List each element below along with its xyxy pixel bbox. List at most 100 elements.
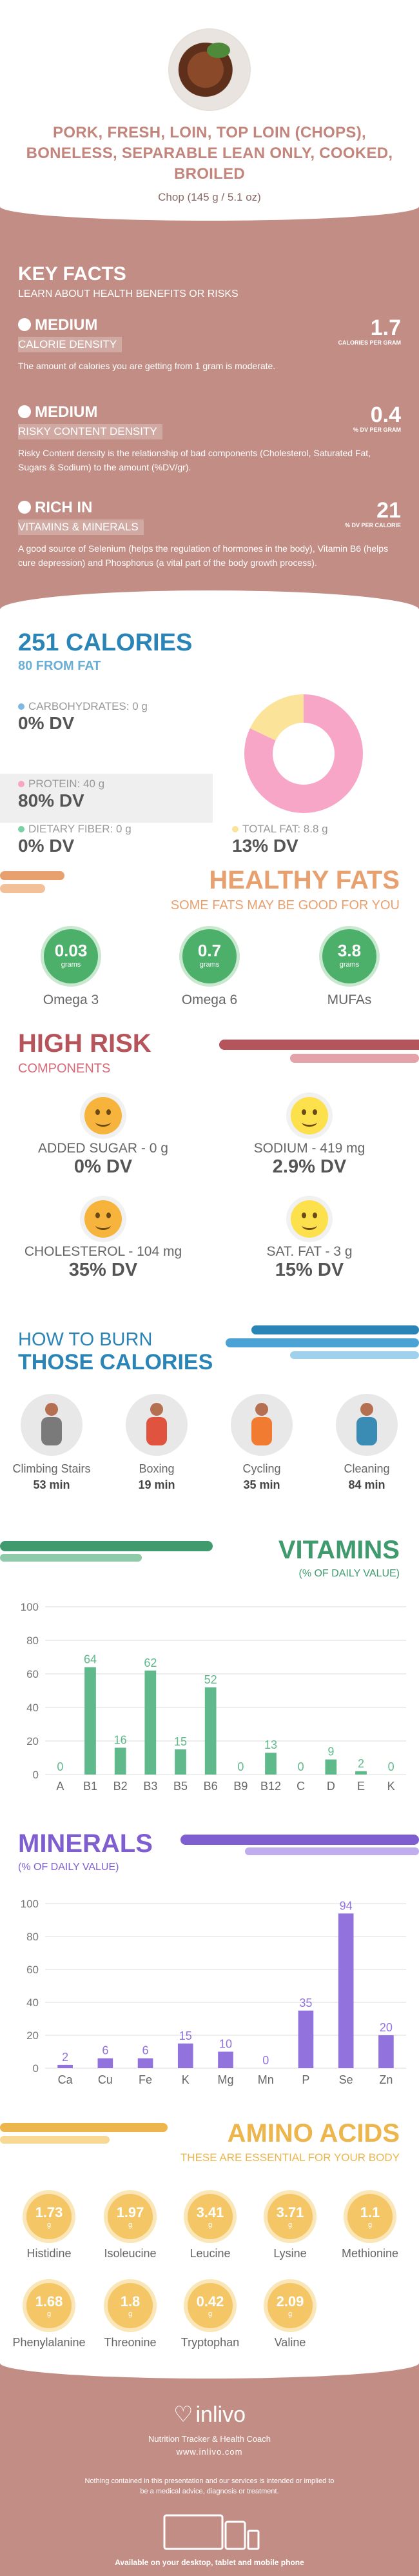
vitamin-value-label: 64 <box>84 1653 97 1666</box>
vitamin-category-label: C <box>297 1780 305 1793</box>
mineral-category-label: P <box>302 2073 309 2086</box>
minerals-title: MINERALS <box>18 1829 153 1858</box>
amino-circle: 1.8 g <box>108 2283 153 2328</box>
mineral-bar-Zn <box>378 2035 394 2068</box>
vitamin-ytick-label: 20 <box>26 1735 39 1747</box>
smiley-icon <box>84 1097 122 1134</box>
omega3-item: 0.03 grams Omega 3 <box>32 929 110 1008</box>
key-facts-section: KEY FACTS LEARN ABOUT HEALTH BENEFITS OR… <box>0 206 419 610</box>
boxing-name: Boxing <box>139 1462 175 1475</box>
amino-name: Lysine <box>273 2247 307 2260</box>
mineral-category-label: Fe <box>139 2073 152 2086</box>
amino-unit: g <box>367 2221 373 2229</box>
carbs-dv: 0% DV <box>18 713 75 733</box>
amino-value: 3.71 <box>276 2204 304 2220</box>
amino-circle: 1.1 g <box>347 2194 393 2239</box>
sat-fat-item: SAT. FAT - 3 g 15% DV <box>213 1200 406 1281</box>
mineral-category-label: Se <box>339 2073 353 2086</box>
high-risk-subtitle: COMPONENTS <box>18 1062 111 1076</box>
fiber-item: DIETARY FIBER: 0 g 0% DV <box>18 823 211 856</box>
vitamins-value: 21 <box>376 498 401 523</box>
cycling-name: Cycling <box>242 1462 281 1475</box>
healthy-fats-title: HEALTHY FATS <box>209 866 400 894</box>
fat-dot-icon <box>232 826 239 832</box>
mineral-value-label: 6 <box>142 2044 149 2057</box>
decor-stripes <box>0 871 64 893</box>
vitamin-ytick-label: 0 <box>33 1769 39 1781</box>
vitamin-category-label: B12 <box>260 1780 281 1793</box>
calorie-density-unit: CALORIES PER GRAM <box>338 339 401 346</box>
mineral-category-label: Mg <box>217 2073 233 2086</box>
amino-value: 1.73 <box>35 2204 63 2220</box>
carbs-dot-icon <box>18 703 24 710</box>
cleaning-item: Cleaning 84 min <box>318 1394 415 1492</box>
vitamin-value-label: 2 <box>358 1757 364 1770</box>
mineral-ytick-label: 0 <box>33 2062 39 2075</box>
added-sugar-dv: 0% DV <box>73 1156 133 1177</box>
vitamin-bar-B5 <box>175 1749 186 1775</box>
calories-section: 251 CALORIES 80 FROM FAT CARBOHYDRATES: … <box>0 610 419 858</box>
vitamin-bar-B6 <box>204 1687 217 1775</box>
amino-value: 3.41 <box>196 2204 224 2220</box>
mufas-value: 3.8 <box>337 941 362 960</box>
mineral-value-label: 10 <box>219 2038 232 2051</box>
amino-unit: g <box>287 2310 293 2318</box>
vitamin-category-label: D <box>327 1780 335 1793</box>
macro-donut-chart <box>244 694 363 813</box>
vitamins-title: VITAMINS <box>278 1536 400 1564</box>
amino-unit: g <box>208 2310 213 2318</box>
amino-circle: 1.97 g <box>108 2194 153 2239</box>
decor-stripes <box>0 2123 168 2144</box>
vitamins-minerals-block: RICH IN VITAMINS & MINERALS 21 % DV PER … <box>18 499 401 570</box>
mufas-unit: grams <box>339 961 360 969</box>
vitamin-bar-B3 <box>144 1670 157 1775</box>
calories-subtitle: 80 FROM FAT <box>18 659 101 673</box>
fat-dv: 13% DV <box>232 836 298 856</box>
minerals-subtitle: (% OF DAILY VALUE) <box>18 1862 119 1873</box>
calories-title: 251 CALORIES <box>18 629 193 656</box>
burn-title-line1: HOW TO BURN <box>18 1329 153 1350</box>
added-sugar-item: ADDED SUGAR - 0 g 0% DV <box>6 1097 200 1178</box>
warning-icon <box>18 405 31 418</box>
mineral-bar-Mg <box>218 2051 233 2068</box>
vitamin-category-label: B6 <box>204 1780 218 1793</box>
risky-density-unit: % DV PER GRAM <box>353 427 401 433</box>
amino-item-lysine: 3.71 g Lysine <box>250 2194 330 2260</box>
vitamins-unit: % DV PER CALORIE <box>344 522 401 528</box>
amino-circle: 0.42 g <box>188 2283 233 2328</box>
vitamins-level: RICH IN <box>35 499 93 516</box>
vitamin-category-label: E <box>357 1780 365 1793</box>
mineral-ytick-label: 60 <box>26 1964 39 1976</box>
key-facts-subtitle: LEARN ABOUT HEALTH BENEFITS OR RISKS <box>18 288 239 299</box>
amino-circle: 3.41 g <box>188 2194 233 2239</box>
sodium-dv: 2.9% DV <box>272 1156 347 1177</box>
omega6-unit: grams <box>199 961 220 969</box>
footer-section: ♡ inlivo Nutrition Tracker & Health Coach… <box>0 2363 419 2576</box>
climbing-stairs-item: Climbing Stairs 53 min <box>3 1394 100 1492</box>
vitamin-value-label: 9 <box>327 1746 334 1758</box>
vitamin-bar-E <box>355 1771 367 1775</box>
mineral-bar-Ca <box>57 2064 73 2068</box>
burn-calories-section: HOW TO BURN THOSE CALORIES Climbing Stai… <box>0 1316 419 1523</box>
healthy-fats-subtitle: SOME FATS MAY BE GOOD FOR YOU <box>170 898 400 912</box>
amino-acids-subtitle: THESE ARE ESSENTIAL FOR YOUR BODY <box>180 2151 400 2164</box>
cholesterol-dv: 35% DV <box>68 1260 138 1280</box>
sat-fat-dv: 15% DV <box>275 1260 344 1280</box>
amino-value: 0.42 <box>196 2293 224 2309</box>
cleaning-minutes: 84 min <box>348 1478 385 1491</box>
protein-dot-icon <box>18 781 24 787</box>
mineral-value-label: 2 <box>62 2051 68 2064</box>
omega3-name: Omega 3 <box>43 992 99 1007</box>
mineral-ytick-label: 100 <box>21 1898 39 1910</box>
food-title: PORK, FRESH, LOIN, TOP LOIN (CHOPS), BON… <box>26 124 393 183</box>
amino-circle: 1.68 g <box>26 2283 72 2328</box>
vitamin-value-label: 62 <box>144 1656 157 1669</box>
vitamin-category-label: B5 <box>173 1780 188 1793</box>
site-link[interactable]: www.inlivo.com <box>176 2447 243 2457</box>
amino-value: 1.8 <box>120 2293 141 2309</box>
amino-item-phenylalanine: 1.68 g Phenylalanine <box>9 2283 89 2350</box>
amino-name: Histidine <box>26 2247 72 2260</box>
vitamin-value-label: 16 <box>114 1733 127 1746</box>
vitamin-ytick-label: 100 <box>21 1601 39 1613</box>
vitamin-value-label: 0 <box>57 1760 63 1773</box>
